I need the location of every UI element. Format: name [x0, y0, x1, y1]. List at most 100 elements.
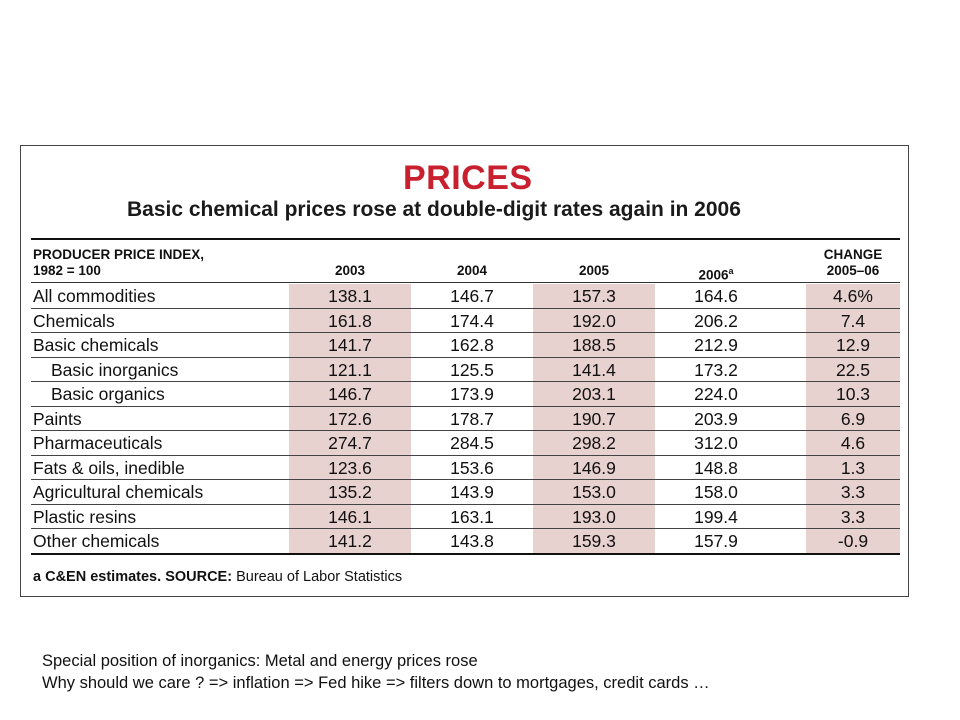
table-row: Basic chemicals 141.7 162.8 188.5 212.9 12.9: [21, 333, 910, 358]
price-table-body: All commodities 138.1 146.7 157.3 164.6 4.6% C…: [21, 284, 910, 554]
year-header-2006: 2006a: [655, 263, 777, 284]
change-cell: 10.3: [835, 384, 871, 404]
change-cell: 1.3: [840, 457, 866, 478]
row-divider: [31, 307, 900, 309]
index-value-cell: 161.8: [328, 310, 372, 331]
table-row: Basic organics 146.7 173.9 203.1 224.0 10.3: [21, 382, 910, 407]
panel-title: PRICES: [403, 159, 533, 197]
index-value-cell: 141.2: [328, 531, 372, 551]
footnote-marker: a: [33, 569, 42, 585]
index-value-cell: 153.0: [572, 482, 616, 502]
index-value-cell: 190.7: [572, 408, 616, 429]
index-value-cell: 162.8: [450, 335, 494, 355]
index-value-cell: 146.9: [572, 457, 616, 478]
table-row: Plastic resins 146.1 163.1 193.0 199.4 3.3: [21, 505, 910, 529]
change-cell: 12.9: [835, 335, 871, 355]
slide-caption: Special position of inorganics: Metal an…: [42, 650, 710, 694]
index-value-cell: 159.3: [572, 531, 616, 551]
row-divider: [31, 528, 900, 529]
table-row: Fats & oils, inedible 123.6 153.6 146.9 148.…: [21, 456, 910, 480]
change-header: CHANGE 2005–06: [791, 247, 915, 279]
row-divider: [31, 356, 900, 358]
change-header-line2: 2005–06: [826, 263, 880, 278]
table-row: All commodities 138.1 146.7 157.3 164.6 4.6%: [21, 284, 910, 309]
table-row: Other chemicals 141.2 143.8 159.3 157.9 -0.9: [21, 529, 910, 554]
index-value-cell: 164.6: [694, 286, 738, 306]
index-value-cell: 274.7: [328, 433, 372, 453]
change-header-line1: CHANGE: [823, 247, 883, 262]
index-value-cell: 173.9: [450, 384, 494, 404]
year-2006-superscript: a: [728, 266, 734, 276]
index-value-cell: 146.1: [328, 506, 372, 527]
row-divider: [31, 454, 900, 456]
index-value-cell: 203.9: [694, 408, 738, 429]
table-row: Pharmaceuticals 274.7 284.5 298.2 312.0 4.6: [21, 431, 910, 456]
year-header-2003: 2003: [334, 263, 366, 278]
panel-subtitle: Basic chemical prices rose at double-dig…: [127, 198, 741, 221]
index-value-cell: 298.2: [572, 433, 616, 453]
index-value-cell: 153.6: [450, 457, 494, 478]
index-value-cell: 146.7: [450, 286, 494, 306]
row-divider: [31, 405, 900, 407]
index-value-cell: 146.7: [328, 384, 372, 404]
index-value-cell: 125.5: [450, 359, 494, 380]
index-value-cell: 143.9: [450, 482, 494, 502]
index-value-cell: 199.4: [694, 506, 738, 527]
row-label: Pharmaceuticals: [33, 433, 163, 453]
header-bottom-rule: [31, 282, 900, 283]
row-label: All commodities: [33, 286, 156, 306]
table-row: Basic inorganics 121.1 125.5 141.4 173.2 22.5: [21, 358, 910, 382]
index-value-cell: 163.1: [450, 506, 494, 527]
index-value-cell: 284.5: [450, 433, 494, 453]
row-divider: [31, 503, 900, 505]
row-divider: [31, 479, 900, 480]
footnote-source-label: SOURCE:: [165, 569, 233, 585]
index-value-cell: 193.0: [572, 506, 616, 527]
header-top-rule: [31, 238, 900, 240]
index-value-cell: 192.0: [572, 310, 616, 331]
index-value-cell: 203.1: [572, 384, 616, 404]
shade-column-2005: [533, 284, 655, 554]
row-label: Paints: [33, 408, 82, 429]
index-label: PRODUCER PRICE INDEX, 1982 = 100: [33, 247, 204, 279]
index-value-cell: 206.2: [694, 310, 738, 331]
row-divider: [31, 332, 900, 333]
change-cell: 6.9: [840, 408, 866, 429]
row-label: Plastic resins: [33, 506, 137, 527]
year-2006-label: 2006: [698, 267, 729, 283]
caption-line-2: Why should we care ? => inflation => Fed…: [42, 674, 710, 692]
index-value-cell: 178.7: [450, 408, 494, 429]
year-header-2004: 2004: [456, 263, 488, 278]
shade-column-change: [806, 284, 900, 554]
index-value-cell: 121.1: [328, 359, 372, 380]
index-value-cell: 135.2: [328, 482, 372, 502]
index-value-cell: 141.4: [572, 359, 616, 380]
index-value-cell: 212.9: [694, 335, 738, 355]
index-value-cell: 173.2: [694, 359, 738, 380]
row-label: Basic inorganics: [51, 359, 179, 380]
change-cell: 22.5: [835, 359, 871, 380]
table-row: Agricultural chemicals 135.2 143.9 153.0 158…: [21, 480, 910, 505]
footnote: a C&EN estimates. SOURCE: Bureau of Labo…: [33, 569, 402, 585]
index-value-cell: 188.5: [572, 335, 616, 355]
index-value-cell: 157.9: [694, 531, 738, 551]
footnote-estimate: C&EN estimates.: [45, 569, 162, 585]
index-value-cell: 143.8: [450, 531, 494, 551]
change-cell: 3.3: [840, 506, 866, 527]
row-label: Basic chemicals: [33, 335, 159, 355]
index-value-cell: 157.3: [572, 286, 616, 306]
index-value-cell: 138.1: [328, 286, 372, 306]
shade-column-2003: [289, 284, 411, 554]
row-label: Basic organics: [51, 384, 165, 404]
footnote-source-text: Bureau of Labor Statistics: [236, 569, 403, 585]
table-row: Chemicals 161.8 174.4 192.0 206.2 7.4: [21, 309, 910, 333]
index-label-line1: PRODUCER PRICE INDEX,: [33, 247, 205, 262]
year-header-2005: 2005: [578, 263, 610, 278]
change-cell: -0.9: [837, 531, 869, 551]
change-cell: 4.6%: [833, 286, 873, 306]
row-label: Chemicals: [33, 310, 115, 331]
index-value-cell: 141.7: [328, 335, 372, 355]
table-bottom-rule: [31, 553, 900, 555]
index-value-cell: 224.0: [694, 384, 738, 404]
row-label: Agricultural chemicals: [33, 482, 204, 502]
